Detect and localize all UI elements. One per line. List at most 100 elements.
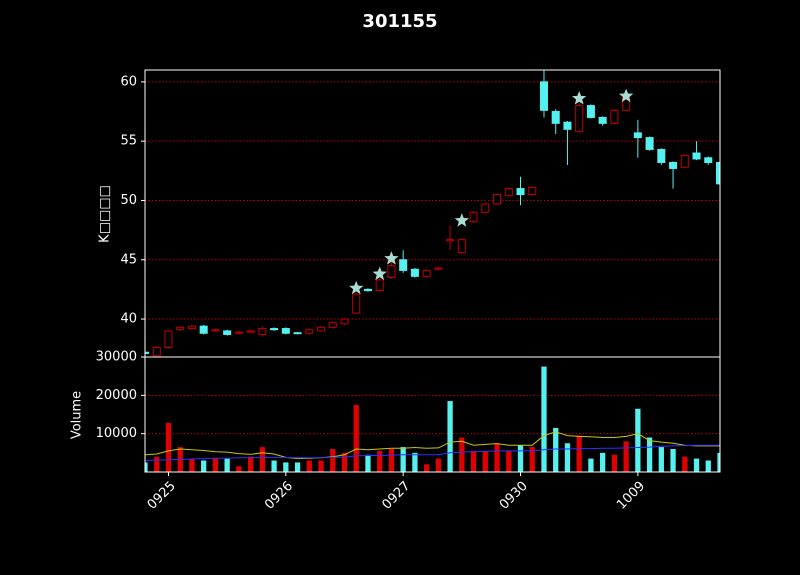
volume-bar <box>670 449 676 472</box>
y-axis-label: K□□□□ <box>98 185 113 243</box>
volume-bar <box>412 452 418 472</box>
candle-body <box>457 239 466 254</box>
volume-bar <box>271 460 277 472</box>
candle-body <box>164 330 173 349</box>
candle-body <box>586 105 595 118</box>
volume-bar <box>236 466 242 472</box>
candle-body <box>340 318 349 325</box>
volume-bar <box>306 460 312 472</box>
candle-body <box>469 211 478 223</box>
volume-bar <box>212 458 219 472</box>
y-tick-label: 50 <box>120 193 137 208</box>
volume-bar <box>658 447 664 472</box>
y-tick-label: 10000 <box>96 426 137 441</box>
volume-bar <box>682 456 688 472</box>
moving-average-line <box>145 431 720 460</box>
candle-body <box>387 265 396 279</box>
volume-bar <box>165 422 172 472</box>
candle-body <box>446 239 455 242</box>
volume-bar <box>283 462 289 472</box>
y-tick-label: 60 <box>120 74 137 89</box>
volume-bar <box>330 449 336 472</box>
volume-bar <box>470 450 477 472</box>
volume-bar <box>482 450 488 472</box>
volume-bar <box>365 454 371 472</box>
candle-body <box>410 268 419 277</box>
signal-marker <box>454 213 469 227</box>
volume-bar <box>341 452 348 472</box>
volume-bar <box>529 447 535 472</box>
candle-body <box>234 331 243 334</box>
volume-bar <box>447 401 453 472</box>
chart-title: 301155 <box>362 11 437 32</box>
volume-bar <box>400 447 406 472</box>
candle-body <box>258 328 267 335</box>
volume-bar <box>635 408 641 472</box>
candle-body <box>399 259 408 271</box>
candle-body <box>575 105 584 133</box>
candle-body <box>352 293 361 314</box>
signal-marker <box>372 266 387 281</box>
candle-body <box>528 186 537 196</box>
candle-body <box>633 132 642 139</box>
candle-body <box>610 109 619 124</box>
volume-bar <box>259 447 265 472</box>
candle-body <box>657 148 666 164</box>
candle-body <box>669 162 678 169</box>
candle-body <box>328 322 337 328</box>
candle-body <box>715 162 720 185</box>
volume-bar <box>611 454 618 472</box>
candle-body <box>704 157 713 164</box>
candle-body <box>434 267 443 270</box>
volume-plot <box>145 357 720 472</box>
price-plot <box>145 70 720 357</box>
candle-body <box>680 154 689 168</box>
volume-bar <box>623 441 629 472</box>
volume-bar <box>145 462 148 472</box>
volume-bar <box>353 404 359 472</box>
y-tick-label: 20000 <box>96 388 137 403</box>
candle-body <box>422 269 431 277</box>
candle-body <box>211 329 220 332</box>
candle-body <box>152 347 161 357</box>
moving-average-line <box>145 444 720 461</box>
y-tick-label: 45 <box>120 252 137 267</box>
candle-body <box>270 328 279 331</box>
candle-body <box>516 188 525 196</box>
volume-bar <box>318 460 324 472</box>
candle-body <box>246 330 255 333</box>
volume-bar <box>576 435 582 472</box>
volume-bar <box>435 458 442 472</box>
candle-body <box>293 332 302 335</box>
volume-bar <box>506 450 512 472</box>
volume-bar <box>224 458 230 472</box>
y-tick-label: 55 <box>120 134 137 149</box>
candle-body <box>305 329 314 334</box>
candle-body <box>176 326 185 331</box>
volume-bar <box>247 456 254 472</box>
volume-bar <box>600 452 606 472</box>
candle-body <box>363 288 372 292</box>
signal-marker <box>619 88 634 103</box>
volume-bar <box>423 464 430 472</box>
candle-body <box>481 203 490 213</box>
volume-bar <box>693 458 700 472</box>
volume-bar <box>294 462 301 472</box>
candle-body <box>645 137 654 150</box>
volume-bar <box>459 437 465 472</box>
candle-body <box>563 121 572 130</box>
candle-body <box>692 152 701 160</box>
candle-body <box>187 325 196 330</box>
volume-bar <box>517 445 524 472</box>
signal-marker <box>384 251 399 265</box>
volume-bar <box>564 443 571 472</box>
volume-bar <box>717 452 720 472</box>
volume-bar <box>646 437 653 472</box>
candle-body <box>281 328 290 334</box>
candle-body <box>504 188 513 197</box>
volume-bar <box>588 458 594 472</box>
candle-body <box>493 194 502 205</box>
candle-body <box>199 325 208 334</box>
